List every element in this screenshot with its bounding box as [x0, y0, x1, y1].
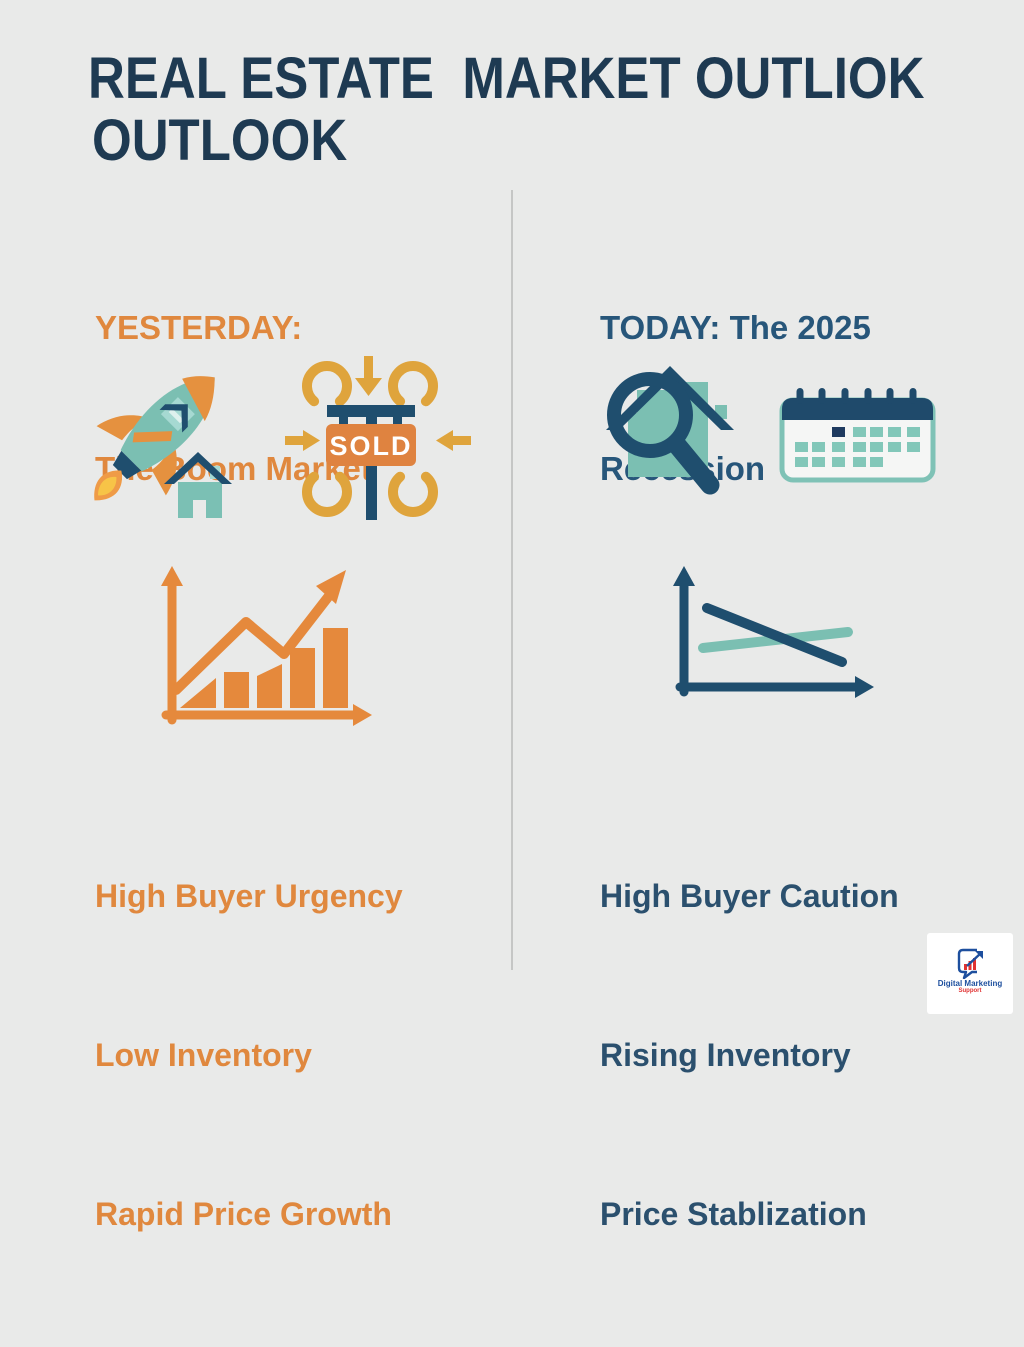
today-bullet-list: High Buyer Caution Rising Inventory Pric… — [600, 764, 899, 1347]
declining-line-chart-icon — [658, 560, 893, 720]
yesterday-heading-line1: YESTERDAY: — [95, 309, 303, 346]
sold-sign-icon: SOLD — [283, 342, 473, 562]
main-title-line1: REAL ESTATE MARKET OUTLIOK — [88, 46, 925, 111]
growth-bar-chart-icon — [142, 560, 382, 750]
logo-name: Digital Marketing — [937, 979, 1003, 988]
today-heading: TODAY: The 2025 Recession — [600, 210, 871, 586]
rocket-house-icon — [88, 350, 288, 550]
bullet-high-buyer-urgency: High Buyer Urgency — [95, 878, 403, 914]
logo-chart-bubble-icon — [957, 948, 983, 979]
sold-sign-label: SOLD — [329, 431, 412, 461]
logo-subname: Support — [958, 988, 982, 994]
column-divider — [511, 190, 513, 970]
bullet-high-buyer-caution: High Buyer Caution — [600, 878, 899, 914]
bullet-low-inventory: Low Inventory — [95, 1037, 312, 1073]
calendar-icon — [772, 382, 937, 502]
bullet-rising-inventory: Rising Inventory — [600, 1037, 851, 1073]
small-house-glyph — [164, 452, 232, 518]
bullet-rapid-price-growth: Rapid Price Growth — [95, 1196, 392, 1232]
brand-logo: Digital Marketing Support — [927, 933, 1013, 1014]
house-search-icon — [595, 360, 770, 520]
bullet-price-stablization: Price Stablization — [600, 1196, 867, 1232]
main-title-line2: OUTLOOK — [92, 108, 348, 173]
today-heading-line1: TODAY: The 2025 — [600, 309, 871, 346]
yesterday-bullet-list: High Buyer Urgency Low Inventory Rapid P… — [95, 764, 403, 1347]
